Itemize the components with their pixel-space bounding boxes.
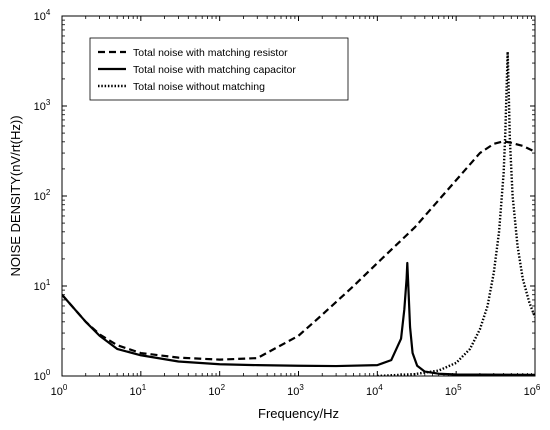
x-tick-label: 103 [287, 383, 304, 398]
x-tick-label: 106 [524, 383, 541, 398]
x-axis-label: Frequency/Hz [258, 406, 339, 421]
legend-box [89, 37, 349, 101]
x-tick-label: 101 [129, 383, 146, 398]
y-axis-label: NOISE DENSITY(nV/rt(Hz)) [8, 115, 23, 276]
x-tick-label: 102 [208, 383, 225, 398]
series-line-2 [62, 261, 535, 376]
x-tick-label: 104 [366, 383, 383, 398]
series-line-1 [62, 140, 535, 361]
legend-label-2: Total noise with matching capacitor [133, 64, 296, 76]
x-axis: 100 101 102 103 104 105 106 [51, 16, 541, 398]
x-tick-label: 105 [445, 383, 462, 398]
y-tick-label: 103 [34, 98, 51, 113]
y-tick-label: 102 [34, 188, 51, 203]
y-axis: 100 101 102 103 104 [34, 8, 535, 383]
series-line-3 [377, 50, 535, 376]
legend-label-1: Total noise with matching resistor [133, 47, 288, 59]
x-tick-label: 100 [51, 383, 68, 398]
legend-label-3: Total noise without matching [133, 81, 265, 93]
y-tick-label: 104 [34, 8, 51, 23]
y-tick-label: 100 [34, 368, 51, 383]
legend: Total noise with matching resistor Total … [89, 37, 349, 101]
series-layer [62, 50, 535, 376]
y-tick-label: 101 [34, 278, 51, 293]
